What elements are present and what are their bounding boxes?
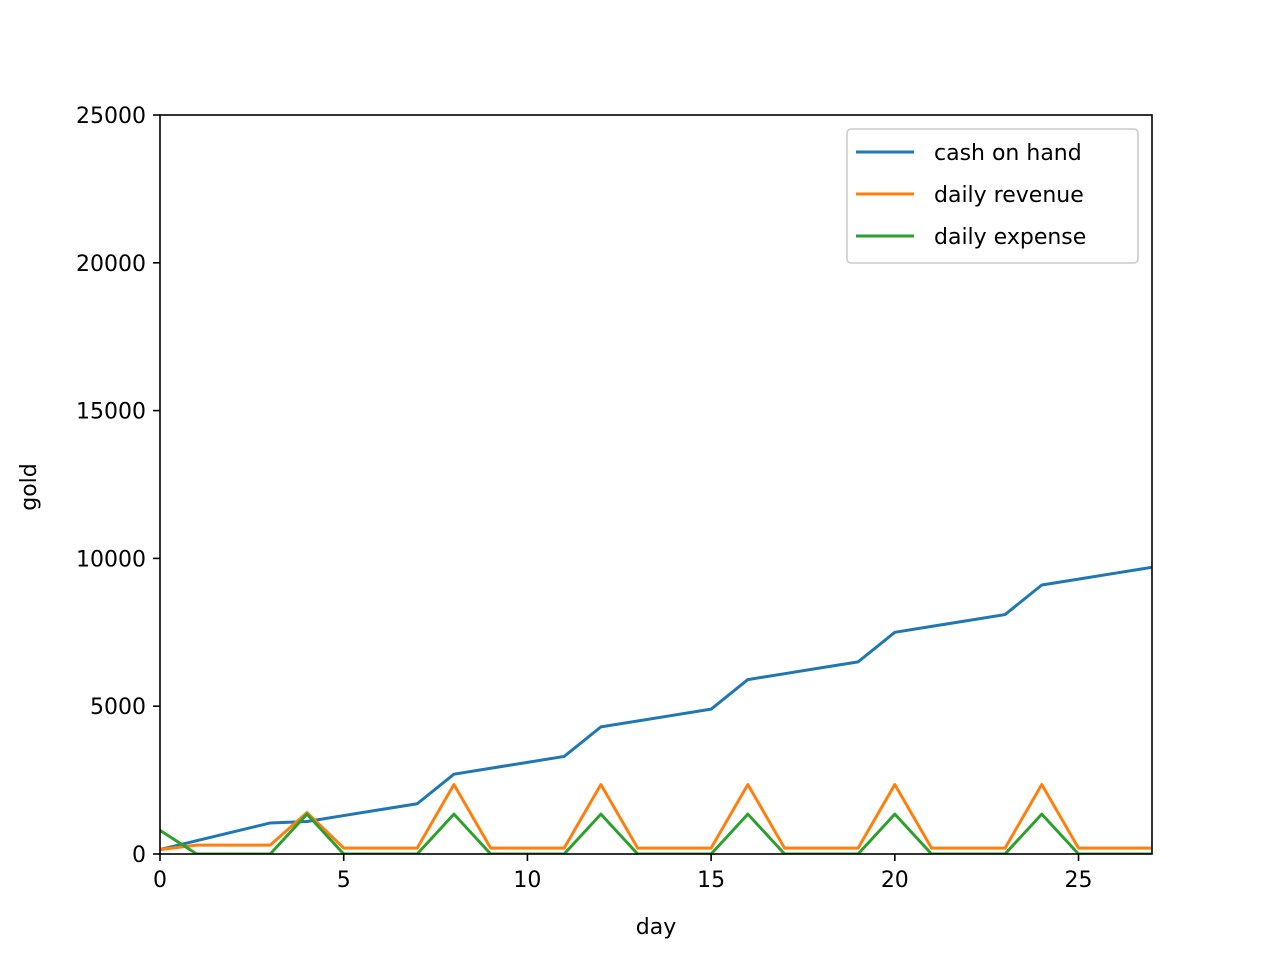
- y-axis-label: gold: [17, 463, 42, 511]
- y-tick-label: 5000: [90, 695, 146, 720]
- series-line-cash-on-hand: [160, 565, 1152, 852]
- x-axis: 0 5 10 15 20 25: [153, 854, 1093, 893]
- legend-label: cash on hand: [934, 141, 1082, 166]
- legend: cash on hand daily revenue daily expense: [846, 128, 1139, 264]
- series-line-daily-expense: [160, 812, 1152, 854]
- y-tick-label: 20000: [76, 252, 146, 277]
- x-tick-label: 25: [1065, 868, 1093, 893]
- legend-label: daily expense: [934, 225, 1086, 250]
- y-tick-label: 0: [132, 843, 146, 868]
- y-tick-label: 15000: [76, 400, 146, 425]
- y-tick-label: 25000: [76, 104, 146, 129]
- x-tick-label: 5: [337, 868, 351, 893]
- legend-box: [846, 128, 1139, 264]
- x-tick-label: 15: [697, 868, 725, 893]
- y-axis: 0 5000 10000 15000 20000 25000: [76, 104, 160, 868]
- x-tick-label: 20: [881, 868, 909, 893]
- x-tick-label: 0: [153, 868, 167, 893]
- plot-frame: [159, 114, 1153, 855]
- series-layer: [160, 565, 1152, 854]
- y-tick-label: 10000: [76, 547, 146, 572]
- x-axis-label: day: [636, 915, 676, 940]
- x-tick-label: 10: [513, 868, 541, 893]
- series-line-daily-revenue: [160, 783, 1152, 852]
- legend-label: daily revenue: [934, 183, 1084, 208]
